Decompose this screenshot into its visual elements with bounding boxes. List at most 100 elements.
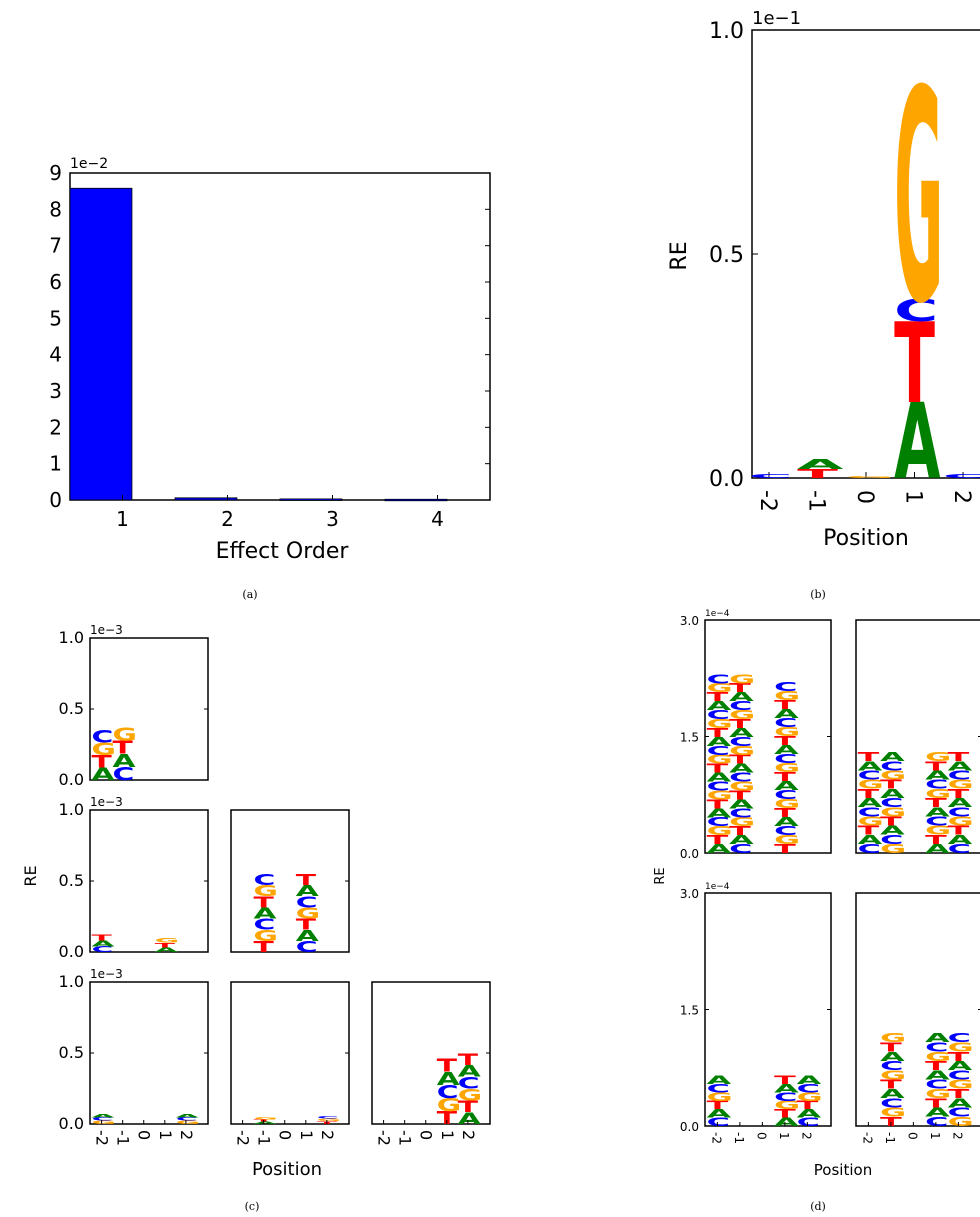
logo-letter-G: G [797, 1090, 823, 1104]
ytick-label: 0.0 [59, 770, 84, 789]
logo-letter-A: A [155, 946, 178, 954]
panel-b-xtick-label: -1 [803, 490, 828, 512]
panel-a-xlabel: Effect Order [216, 539, 350, 564]
logo-letter-G: G [858, 777, 884, 792]
ytick-label: 3.0 [680, 887, 699, 901]
ytick-label: 1.0 [59, 800, 84, 819]
panel-b-xtick-label: 1 [901, 490, 926, 504]
bar [279, 498, 343, 501]
logo-letter-A: A [797, 1107, 822, 1121]
xtick-label: 2 [459, 1130, 478, 1140]
logo-letter-C: C [91, 1117, 113, 1122]
logo-letter-A: A [948, 1058, 973, 1073]
logo-letter-G: G [155, 937, 179, 945]
logo-letter-T: T [155, 942, 176, 950]
xtick-label: 0 [276, 1130, 295, 1140]
logo-letter-T: T [707, 797, 729, 811]
logo-letter-A: A [91, 765, 114, 785]
logo-letter-T: T [296, 915, 316, 933]
panel-a-ytick-label: 2 [49, 415, 62, 439]
bar [174, 497, 238, 501]
panel-b-scale-label: 1e−1 [752, 8, 801, 29]
xtick-label: -1 [396, 1130, 415, 1146]
caption-b: (b) [810, 588, 826, 601]
logo-letter-C: C [880, 759, 903, 774]
logo-letter-C: C [880, 832, 903, 847]
logo-letter-G: G [925, 1086, 951, 1101]
logo-cell-frame [89, 981, 209, 1125]
logo-letter-G: G [948, 1077, 974, 1092]
logo-letter-C: C [925, 1114, 948, 1129]
panel-d-chart: RE Position 0.01.53.0 1e−4ATGCATGCATGCATG… [653, 609, 980, 1179]
panel-a-ytick-label: 4 [49, 343, 62, 367]
logo-letter-A: A [91, 1113, 115, 1118]
xtick-label: 0 [135, 1130, 154, 1140]
logo-letter-G: G [948, 777, 974, 792]
logo-letter-G: G [729, 672, 755, 686]
logo-letter-T: T [458, 1097, 479, 1116]
panel-b-chart: RE 1e−1 Position 0.00.51.0-2C-1TA0G1ATCG… [667, 8, 980, 551]
xtick-label: 0 [905, 1132, 919, 1140]
logo-letter-C: C [176, 1117, 198, 1122]
logo-letter-A: A [774, 1115, 799, 1129]
logo-letter-C: C [925, 814, 948, 829]
logo-letter-T: T [858, 750, 880, 765]
logo-letter-C: C [458, 1074, 480, 1093]
logo-letter-T: T [729, 788, 751, 802]
logo-letter-A: A [925, 842, 950, 857]
logo-letter-C: C [91, 945, 113, 954]
panel-a-ytick-label: 0 [49, 488, 62, 512]
panel-a-ytick-label: 5 [49, 306, 62, 330]
logo-letter-C: C [948, 1031, 971, 1046]
logo-letter-C: C [894, 293, 938, 328]
scale-label: 1e−3 [90, 967, 123, 981]
logo-letter-A: A [858, 796, 883, 811]
logo-letter-G: G [774, 725, 800, 739]
xtick-label: -1 [883, 1132, 897, 1144]
panel-a-ytick-label: 8 [49, 197, 62, 221]
logo-letter-T: T [925, 1058, 947, 1073]
logo-letter-C: C [707, 672, 730, 686]
logo-letter-G: G [774, 1099, 800, 1113]
panel-d-ylabel: RE [653, 867, 668, 884]
logo-letter-A: A [296, 882, 320, 900]
logo-letter-A: A [707, 735, 732, 749]
logo-letter-T: T [254, 938, 274, 956]
logo-letter-T: T [91, 752, 112, 772]
logo-letter-C: C [774, 788, 797, 802]
logo-letter-C: C [797, 1115, 820, 1129]
panel-a-ytick-label: 7 [49, 234, 62, 258]
logo-letter-C: C [797, 1082, 820, 1096]
logo-letter-G: G [707, 1090, 733, 1104]
logo-letter-A: A [774, 743, 799, 757]
logo-letter-C: C [296, 938, 318, 956]
logo-letter-G: G [176, 1120, 200, 1125]
panel-a-ytick-label: 1 [49, 452, 62, 476]
logo-letter-C: C [774, 716, 797, 730]
logo-letter-A: A [797, 457, 844, 473]
xtick-label: 1 [156, 1130, 175, 1140]
logo-letter-A: A [707, 842, 732, 856]
logo-letter-T: T [925, 1096, 947, 1111]
ytick-label: 1.0 [59, 972, 84, 991]
panel-b-ylabel: RE [667, 241, 692, 270]
logo-letter-A: A [858, 759, 883, 774]
panel-a-ytick-label: 9 [49, 161, 62, 185]
logo-letter-T: T [437, 1107, 458, 1128]
logo-letter-C: C [729, 699, 752, 713]
panel-a-xtick-label: 1 [116, 507, 129, 531]
ytick-label: 1.5 [680, 1004, 699, 1018]
xtick-label: 2 [177, 1130, 196, 1140]
logo-letter-A: A [894, 382, 940, 503]
logo-letter-T: T [948, 750, 970, 765]
logo-letter-A: A [774, 707, 799, 721]
logo-letter-T: T [948, 1049, 970, 1064]
panel-c-xlabel: Position [252, 1159, 322, 1180]
panel-b-ytick-label: 0.0 [709, 467, 744, 492]
logo-letter-T: T [948, 1086, 970, 1101]
logo-letter-C: C [880, 1058, 903, 1073]
logo-letter-T: T [894, 300, 935, 428]
logo-letter-A: A [707, 1073, 732, 1087]
logo-letter-T: T [91, 934, 112, 943]
